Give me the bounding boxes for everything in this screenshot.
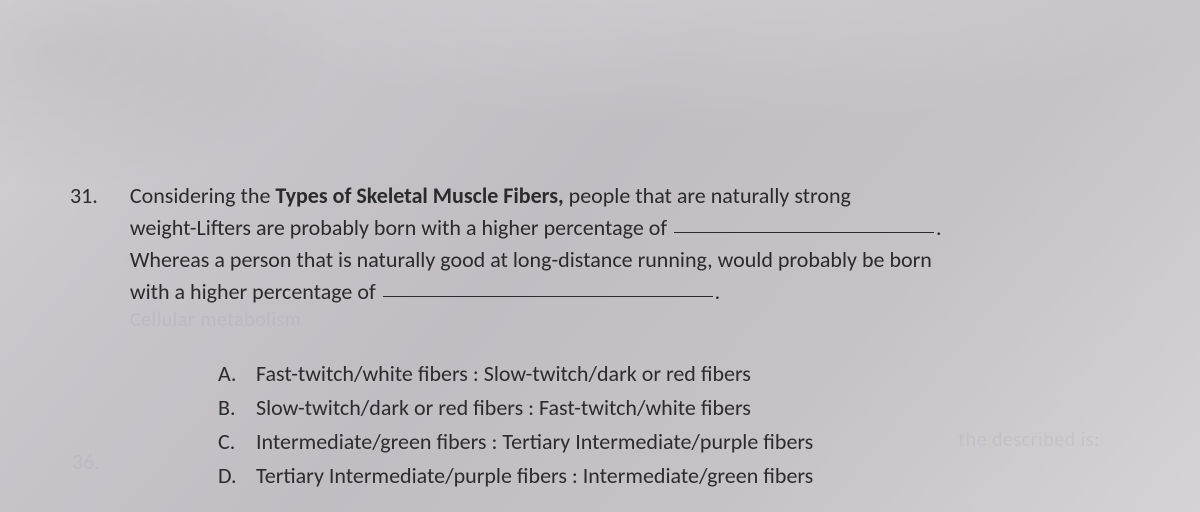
exam-page: 31. Considering the Types of Skeletal Mu… — [0, 0, 1200, 493]
bleed-tail-text: the described is: — [958, 428, 1100, 452]
option-letter: C. — [218, 425, 244, 459]
stem-bold: Types of Skeletal Muscle Fibers, — [275, 182, 563, 209]
option-text: Slow-twitch/dark or red fibers : Fast-tw… — [256, 391, 751, 425]
option-text: Tertiary Intermediate/purple fibers : In… — [256, 459, 813, 493]
option-letter: A. — [218, 357, 244, 391]
stem-line-1: Considering the Types of Skeletal Muscle… — [130, 180, 942, 212]
stem-line-4: with a higher percentage of . — [130, 276, 942, 308]
question-stem: Considering the Types of Skeletal Muscle… — [130, 180, 942, 335]
bleed-through-text: Cellular metabolism — [130, 306, 942, 335]
stem-pre: Considering the — [130, 182, 276, 209]
question-row: 31. Considering the Types of Skeletal Mu… — [70, 180, 1120, 335]
option-letter: D. — [218, 459, 244, 493]
stem-line-3: Whereas a person that is naturally good … — [130, 244, 942, 276]
blank-2 — [383, 276, 713, 297]
option-text: Intermediate/green fibers : Tertiary Int… — [256, 425, 813, 459]
blank-1 — [674, 212, 934, 233]
stem4-post: . — [715, 278, 721, 305]
option-a: A. Fast-twitch/white fibers : Slow-twitc… — [218, 357, 1120, 391]
option-letter: B. — [218, 391, 244, 425]
stem4-pre: with a higher percentage of — [130, 278, 381, 305]
bleed-number: 36. — [72, 448, 100, 475]
option-d: D. Tertiary Intermediate/purple fibers :… — [218, 459, 1120, 493]
answer-options: A. Fast-twitch/white fibers : Slow-twitc… — [218, 357, 1120, 493]
option-text: Fast-twitch/white fibers : Slow-twitch/d… — [256, 357, 751, 391]
stem-post: people that are naturally strong — [564, 182, 851, 209]
option-b: B. Slow-twitch/dark or red fibers : Fast… — [218, 391, 1120, 425]
stem2-post: . — [936, 214, 942, 241]
stem2-pre: weight-Lifters are probably born with a … — [130, 214, 672, 241]
stem-line-2: weight-Lifters are probably born with a … — [130, 212, 942, 244]
question-number: 31. — [70, 180, 98, 209]
